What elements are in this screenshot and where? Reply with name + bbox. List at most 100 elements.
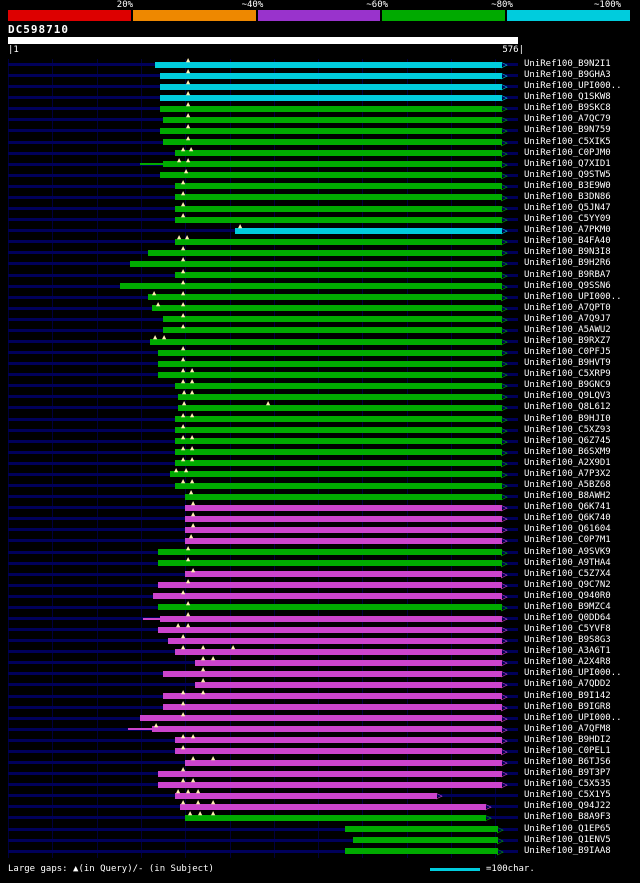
- hit-label[interactable]: UniRef100_B9N759: [524, 125, 611, 136]
- hit-label[interactable]: UniRef100_Q6K740: [524, 513, 611, 524]
- hit-label[interactable]: UniRef100_Q5JN47: [524, 203, 611, 214]
- hit-bar[interactable]: [175, 460, 502, 467]
- hit-label[interactable]: UniRef100_B9GHA3: [524, 70, 611, 81]
- hit-bar[interactable]: [170, 471, 502, 478]
- hit-label[interactable]: UniRef100_A7QPT0: [524, 302, 611, 313]
- hit-label[interactable]: UniRef100_Q1ENV5: [524, 834, 611, 845]
- hit-bar[interactable]: [120, 283, 502, 290]
- hit-bar[interactable]: [180, 803, 486, 810]
- hit-label[interactable]: UniRef100_Q1EP65: [524, 823, 611, 834]
- hit-label[interactable]: UniRef100_Q6K741: [524, 502, 611, 513]
- hit-bar[interactable]: [158, 349, 502, 356]
- hit-bar[interactable]: [163, 670, 502, 677]
- hit-label[interactable]: UniRef100_UPI000..: [524, 291, 622, 302]
- hit-label[interactable]: UniRef100_B8A9F3: [524, 812, 611, 823]
- hit-label[interactable]: UniRef100_C5YVF8: [524, 624, 611, 635]
- hit-label[interactable]: UniRef100_UPI000..: [524, 712, 622, 723]
- hit-label[interactable]: UniRef100_B9H2R6: [524, 258, 611, 269]
- hit-label[interactable]: UniRef100_C5X535: [524, 779, 611, 790]
- hit-bar[interactable]: [158, 626, 502, 633]
- hit-label[interactable]: UniRef100_B9GNC9: [524, 380, 611, 391]
- hit-bar[interactable]: [158, 781, 502, 788]
- hit-bar[interactable]: [175, 194, 502, 201]
- hit-label[interactable]: UniRef100_B6SXM9: [524, 446, 611, 457]
- hit-label[interactable]: UniRef100_A9THA4: [524, 557, 611, 568]
- hit-bar[interactable]: [185, 515, 502, 522]
- hit-bar[interactable]: [152, 726, 502, 733]
- hit-label[interactable]: UniRef100_A3A6T1: [524, 646, 611, 657]
- hit-label[interactable]: UniRef100_B9HVT9: [524, 358, 611, 369]
- hit-bar[interactable]: [163, 327, 502, 334]
- hit-label[interactable]: UniRef100_Q94J22: [524, 801, 611, 812]
- hit-label[interactable]: UniRef100_Q6Z745: [524, 435, 611, 446]
- hit-bar[interactable]: [163, 693, 502, 700]
- hit-label[interactable]: UniRef100_Q9STW5: [524, 169, 611, 180]
- hit-bar[interactable]: [160, 172, 502, 179]
- hit-bar[interactable]: [163, 161, 502, 168]
- hit-label[interactable]: UniRef100_C5Z7X4: [524, 568, 611, 579]
- hit-bar[interactable]: [345, 826, 498, 833]
- hit-label[interactable]: UniRef100_Q8L612: [524, 402, 611, 413]
- hit-bar[interactable]: [185, 537, 502, 544]
- hit-bar[interactable]: [195, 659, 502, 666]
- hit-label[interactable]: UniRef100_A7Q9J7: [524, 313, 611, 324]
- hit-bar[interactable]: [185, 504, 502, 511]
- hit-label[interactable]: UniRef100_Q1SKW8: [524, 92, 611, 103]
- hit-label[interactable]: UniRef100_A7P3X2: [524, 468, 611, 479]
- hit-label[interactable]: UniRef100_C0PJM0: [524, 147, 611, 158]
- hit-label[interactable]: UniRef100_A7QFM8: [524, 723, 611, 734]
- hit-bar[interactable]: [175, 416, 502, 423]
- hit-bar[interactable]: [160, 94, 502, 101]
- hit-bar[interactable]: [175, 272, 502, 279]
- hit-bar[interactable]: [185, 526, 502, 533]
- hit-label[interactable]: UniRef100_A7PKM0: [524, 225, 611, 236]
- hit-bar[interactable]: [175, 216, 502, 223]
- hit-label[interactable]: UniRef100_C5XZ93: [524, 424, 611, 435]
- hit-label[interactable]: UniRef100_Q9LQV3: [524, 391, 611, 402]
- hit-label[interactable]: UniRef100_Q9C7N2: [524, 579, 611, 590]
- hit-bar[interactable]: [150, 338, 502, 345]
- hit-bar[interactable]: [160, 72, 502, 79]
- hit-label[interactable]: UniRef100_A9SVK9: [524, 546, 611, 557]
- hit-label[interactable]: UniRef100_C0P7M1: [524, 535, 611, 546]
- hit-bar[interactable]: [175, 427, 502, 434]
- hit-bar[interactable]: [175, 238, 502, 245]
- hit-bar[interactable]: [175, 449, 502, 456]
- hit-bar[interactable]: [175, 438, 502, 445]
- hit-label[interactable]: UniRef100_B9N2I1: [524, 59, 611, 69]
- hit-label[interactable]: UniRef100_Q61604: [524, 524, 611, 535]
- hit-label[interactable]: UniRef100_A5BZ68: [524, 480, 611, 491]
- hit-bar[interactable]: [175, 792, 437, 799]
- hit-bar[interactable]: [168, 637, 502, 644]
- hit-label[interactable]: UniRef100_UPI000..: [524, 668, 622, 679]
- hit-bar[interactable]: [160, 105, 502, 112]
- hit-label[interactable]: UniRef100_B9T3P7: [524, 768, 611, 779]
- hit-bar[interactable]: [185, 571, 502, 578]
- hit-bar[interactable]: [158, 604, 502, 611]
- hit-label[interactable]: UniRef100_B6TJS6: [524, 757, 611, 768]
- hit-bar[interactable]: [152, 305, 502, 312]
- hit-label[interactable]: UniRef100_C5XRP9: [524, 369, 611, 380]
- hit-label[interactable]: UniRef100_B9RXZ7: [524, 336, 611, 346]
- hit-bar[interactable]: [158, 360, 502, 367]
- hit-bar[interactable]: [153, 593, 502, 600]
- hit-label[interactable]: UniRef100_Q940R0: [524, 590, 611, 601]
- hit-label[interactable]: UniRef100_C0PFJ5: [524, 347, 611, 358]
- hit-bar[interactable]: [160, 83, 502, 90]
- hit-label[interactable]: UniRef100_B4FA40: [524, 236, 611, 247]
- hit-bar[interactable]: [175, 205, 502, 212]
- hit-bar[interactable]: [160, 615, 502, 622]
- hit-bar[interactable]: [158, 549, 502, 556]
- hit-label[interactable]: UniRef100_C0PEL1: [524, 745, 611, 756]
- hit-label[interactable]: UniRef100_B9HJI0: [524, 413, 611, 424]
- hit-bar[interactable]: [175, 737, 502, 744]
- hit-label[interactable]: UniRef100_B3E9W0: [524, 180, 611, 191]
- hit-bar[interactable]: [235, 227, 502, 234]
- hit-bar[interactable]: [185, 493, 502, 500]
- hit-label[interactable]: UniRef100_UPI000..: [524, 81, 622, 92]
- hit-bar[interactable]: [158, 371, 502, 378]
- hit-label[interactable]: UniRef100_C5YY09: [524, 214, 611, 225]
- hit-label[interactable]: UniRef100_B9IAA8: [524, 845, 611, 856]
- hit-label[interactable]: UniRef100_A5AWU2: [524, 324, 611, 335]
- hit-bar[interactable]: [175, 648, 502, 655]
